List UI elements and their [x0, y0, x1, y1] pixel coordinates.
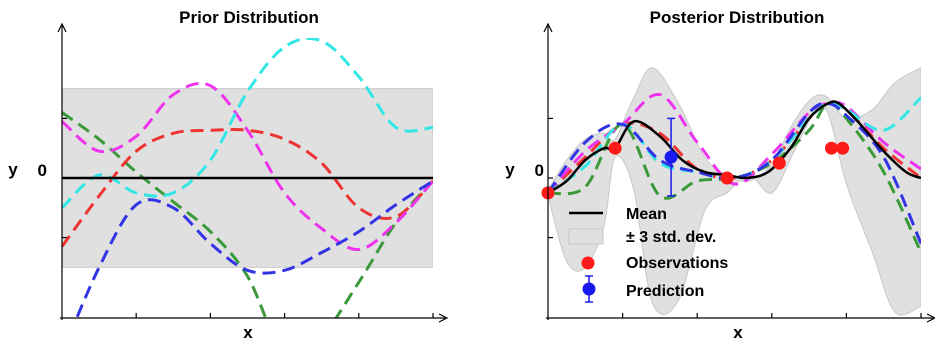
posterior-ylabel: y [505, 160, 515, 179]
legend-band-swatch [568, 228, 604, 245]
posterior-panel: Posterior Distribution x y 0 Mean ± 3 st… [505, 8, 935, 342]
observation-point-6 [836, 141, 850, 155]
sample-line-2 [62, 128, 433, 248]
posterior-ytick-label-zero: 0 [535, 161, 544, 180]
std-band [548, 67, 921, 316]
posterior-title: Posterior Distribution [650, 8, 825, 27]
prediction-point [664, 150, 678, 164]
posterior-xlabel: x [733, 323, 743, 342]
sample-line-5 [75, 179, 433, 318]
observation-point-3 [720, 171, 734, 185]
legend-observation-marker [581, 256, 595, 270]
mean-line [548, 100, 921, 194]
prior-panel: Prior Distribution x y 0 [8, 8, 449, 342]
legend-observations-label: Observations [626, 255, 728, 272]
legend-prediction-label: Prediction [626, 283, 704, 300]
observation-point-5 [824, 141, 838, 155]
legend-mean-label: Mean [626, 206, 667, 223]
plot-content [62, 38, 433, 318]
y-axis-arrow [57, 22, 67, 33]
prior-ytick-label-zero: 0 [38, 161, 47, 180]
legend: Mean ± 3 std. dev. Observations Predicti… [568, 206, 728, 303]
legend-prediction-marker [582, 282, 596, 296]
prior-plot-area [57, 22, 449, 323]
prior-title: Prior Distribution [179, 8, 319, 27]
sample-line-5 [548, 101, 921, 245]
legend-band-label: ± 3 std. dev. [626, 229, 716, 246]
sample-line-4 [62, 38, 433, 209]
plot-content [548, 67, 921, 316]
sample-line-3 [62, 81, 433, 252]
sample-line-1 [62, 111, 433, 318]
prior-xlabel: x [243, 323, 253, 342]
x-axis-arrow [926, 313, 935, 323]
prior-ylabel: y [8, 160, 18, 179]
x-axis-arrow [438, 313, 449, 323]
observation-point-2 [608, 141, 622, 155]
observation-point-4 [772, 156, 786, 170]
y-axis-arrow [543, 22, 553, 33]
posterior-plot-area [541, 22, 935, 323]
